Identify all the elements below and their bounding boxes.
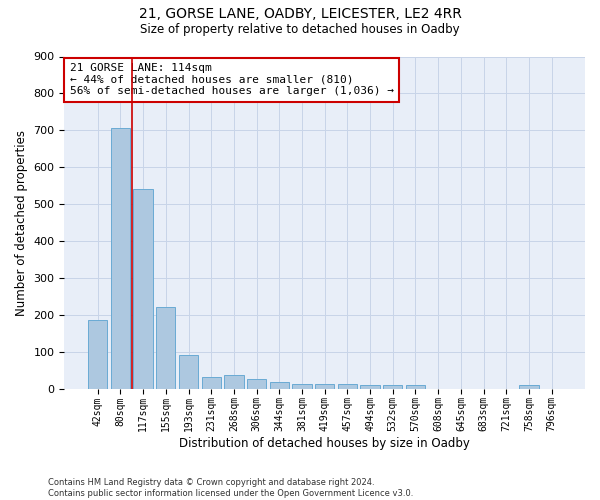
Bar: [88, 320, 107, 388]
Bar: [202, 378, 221, 388]
Bar: [224, 374, 244, 388]
Bar: [361, 385, 380, 388]
Bar: [383, 385, 403, 388]
Bar: [269, 382, 289, 388]
Bar: [338, 384, 357, 388]
Y-axis label: Number of detached properties: Number of detached properties: [15, 130, 28, 316]
Bar: [111, 128, 130, 388]
Bar: [520, 385, 539, 388]
Bar: [247, 380, 266, 388]
Text: Size of property relative to detached houses in Oadby: Size of property relative to detached ho…: [140, 22, 460, 36]
Bar: [156, 307, 175, 388]
X-axis label: Distribution of detached houses by size in Oadby: Distribution of detached houses by size …: [179, 437, 470, 450]
Bar: [133, 190, 153, 388]
Text: Contains HM Land Registry data © Crown copyright and database right 2024.
Contai: Contains HM Land Registry data © Crown c…: [48, 478, 413, 498]
Bar: [315, 384, 334, 388]
Bar: [292, 384, 311, 388]
Bar: [179, 355, 198, 388]
Text: 21 GORSE LANE: 114sqm
← 44% of detached houses are smaller (810)
56% of semi-det: 21 GORSE LANE: 114sqm ← 44% of detached …: [70, 63, 394, 96]
Text: 21, GORSE LANE, OADBY, LEICESTER, LE2 4RR: 21, GORSE LANE, OADBY, LEICESTER, LE2 4R…: [139, 8, 461, 22]
Bar: [406, 385, 425, 388]
